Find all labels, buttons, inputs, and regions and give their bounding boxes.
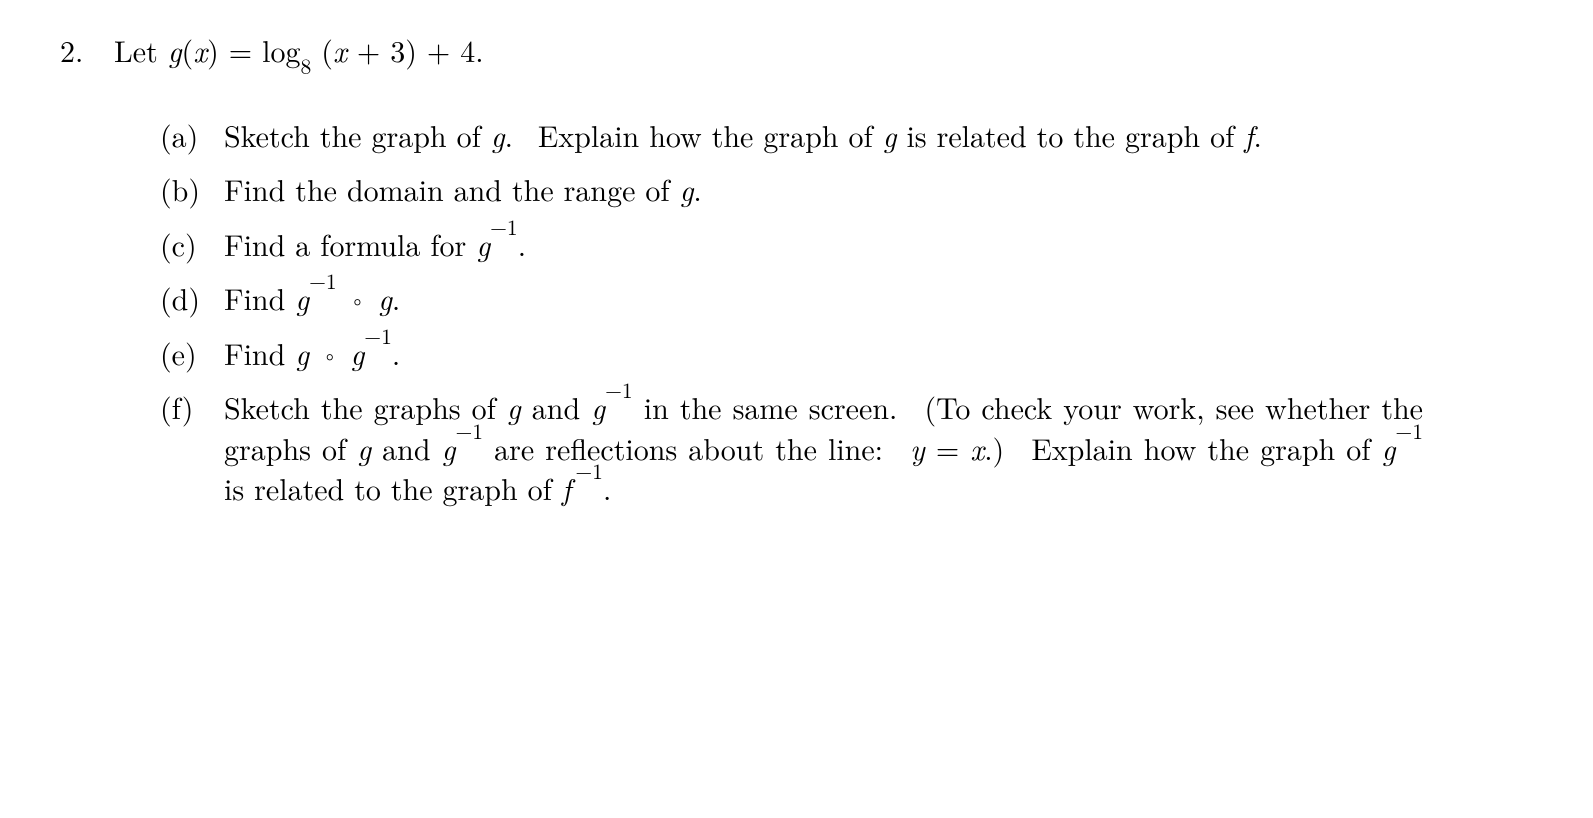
part-label: (d) [160,278,224,319]
problem-2: 2. Let g(x) = log8 (x + 3) + 4. (a) Sket… [60,30,1533,523]
part-label: (e) [160,333,224,374]
problem-number: 2. [60,30,114,71]
part-text: Find g ◦ g−1. [224,333,1533,374]
part-text: Find g−1 ◦ g. [224,278,1533,319]
problem-body: Let g(x) = log8 (x + 3) + 4. (a) Sketch … [114,30,1533,523]
part-f: (f) Sketch the graphs of g and g−1 in th… [160,387,1533,509]
part-text: Sketch the graph of g. Explain how the g… [224,115,1533,156]
part-text: Find a formula for g−1. [224,224,1533,265]
part-label: (b) [160,169,224,210]
part-label: (a) [160,115,224,156]
parts-list: (a) Sketch the graph of g. Explain how t… [114,115,1533,509]
part-c: (c) Find a formula for g−1. [160,224,1533,265]
part-text: Find the domain and the range of g. [224,169,1533,210]
part-a: (a) Sketch the graph of g. Explain how t… [160,115,1533,156]
page: 2. Let g(x) = log8 (x + 3) + 4. (a) Sket… [0,0,1593,553]
part-e: (e) Find g ◦ g−1. [160,333,1533,374]
problem-stem: Let g(x) = log8 (x + 3) + 4. [114,30,1533,71]
part-b: (b) Find the domain and the range of g. [160,169,1533,210]
part-text: Sketch the graphs of g and g−1 in the sa… [224,387,1533,509]
part-label: (f) [160,387,224,428]
stem-math: g(x) = log8 (x + 3) + 4. [168,28,484,71]
part-label: (c) [160,224,224,265]
stem-prefix: Let [114,28,168,71]
part-d: (d) Find g−1 ◦ g. [160,278,1533,319]
